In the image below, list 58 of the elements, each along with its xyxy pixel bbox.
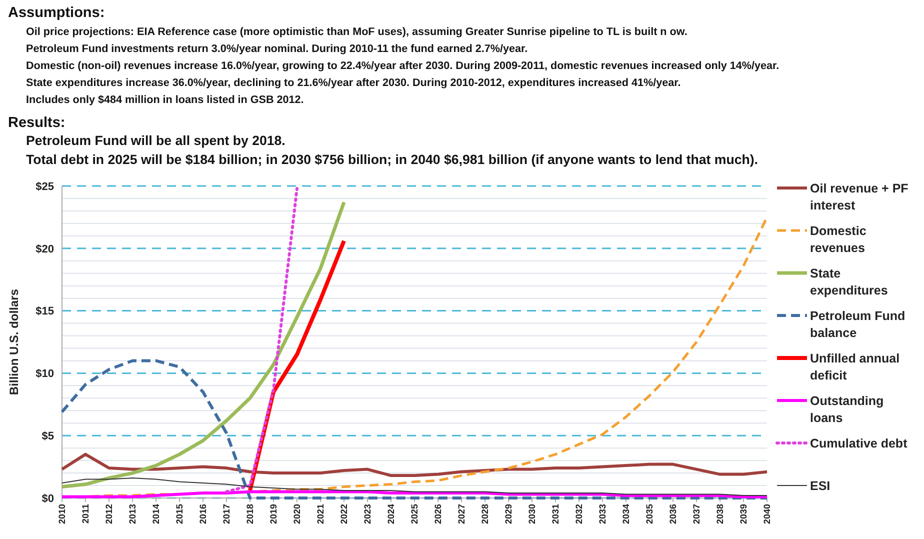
y-tick-label: $5 (42, 430, 54, 442)
x-tick-label: 2011 (80, 504, 90, 524)
x-tick-label: 2025 (410, 504, 420, 524)
x-tick-label: 2028 (480, 504, 490, 524)
line-series (225, 186, 298, 494)
x-tick-label: 2027 (456, 504, 466, 524)
y-tick-label: $20 (36, 243, 54, 256)
text: Oil price projections: EIA Reference case (more optimistic than MoF uses), assuming Greater Sunrise pipeline to TL is built n ow. (26, 26, 688, 38)
y-tick-label: $25 (36, 180, 54, 193)
x-tick-label: 2013 (128, 504, 138, 524)
x-tick-label: 2020 (292, 504, 302, 524)
text: Includes only $484 million in loans listed in GSB 2012. (26, 94, 304, 106)
text: Domestic (non-oil) revenues increase 16.0%/year, growing to 22.4%/year after 2030. During 2009-2011, domestic revenues increased only 14%/year. (26, 60, 780, 72)
legend-label: Oil revenue + PF interest (810, 181, 909, 212)
x-tick-label: 2017 (222, 504, 232, 524)
x-tick-label: 2031 (550, 504, 560, 524)
x-tick-label: 2015 (174, 504, 184, 524)
legend-label: Outstanding loans (810, 394, 884, 425)
x-tick-label: 2035 (644, 504, 654, 524)
x-tick-label: 2033 (598, 504, 608, 524)
x-tick-label: 2040 (762, 504, 772, 524)
x-tick-label: 2023 (362, 504, 372, 524)
chart-title: Assumptions: (8, 5, 105, 21)
legend-label: Domestic revenues (810, 224, 866, 255)
x-tick-label: 2024 (386, 504, 396, 524)
x-tick-label: 2026 (433, 504, 443, 524)
x-tick-label: 2012 (104, 504, 114, 524)
y-tick-label: $10 (36, 368, 54, 380)
legend-label: ESI (810, 478, 830, 493)
legend-label: State expenditures (810, 266, 888, 298)
x-tick-label: 2034 (621, 504, 631, 524)
legend-label: Petroleum Fund balance (810, 308, 906, 340)
x-tick-label: 2018 (245, 504, 255, 524)
text: State expenditures increase 36.0%/year, declining to 21.6%/year after 2030. During 2010-2012, expenditures increased 41%/year. (26, 77, 681, 89)
legend-label: Cumulative debt (810, 436, 908, 450)
text: Total debt in 2025 will be $184 billion; in 2030 $756 billion; in 2040 $6,981 billion (if anyone wants to lend that much). (26, 152, 758, 167)
x-tick-label: 2036 (668, 504, 678, 524)
x-tick-label: 2014 (151, 504, 161, 524)
x-tick-label: 2016 (198, 504, 208, 524)
x-tick-label: 2038 (715, 504, 725, 524)
line-series (60, 452, 768, 478)
text: Petroleum Fund will be all spent by 2018. (26, 133, 286, 148)
x-tick-label: 2037 (692, 504, 702, 524)
text: Petroleum Fund investments return 3.0%/year nominal. During 2010-11 the fund earned 2.7%/year. (26, 43, 528, 55)
x-tick-label: 2010 (57, 504, 67, 524)
y-tick-label: $0 (42, 492, 54, 505)
x-tick-label: 2019 (268, 504, 278, 524)
y-axis-title: Billion U.S. dollars (7, 288, 21, 396)
x-tick-label: 2039 (738, 504, 748, 524)
line-series (60, 200, 346, 489)
x-tick-label: 2022 (339, 504, 349, 524)
chart-subtitle: Results: (8, 115, 66, 131)
x-tick-label: 2030 (527, 504, 537, 524)
x-tick-label: 2029 (504, 504, 514, 524)
legend-label: Unfilled annual deficit (810, 351, 900, 382)
y-tick-label: $15 (36, 306, 54, 318)
x-tick-label: 2032 (574, 504, 584, 524)
x-tick-label: 2021 (316, 504, 326, 524)
